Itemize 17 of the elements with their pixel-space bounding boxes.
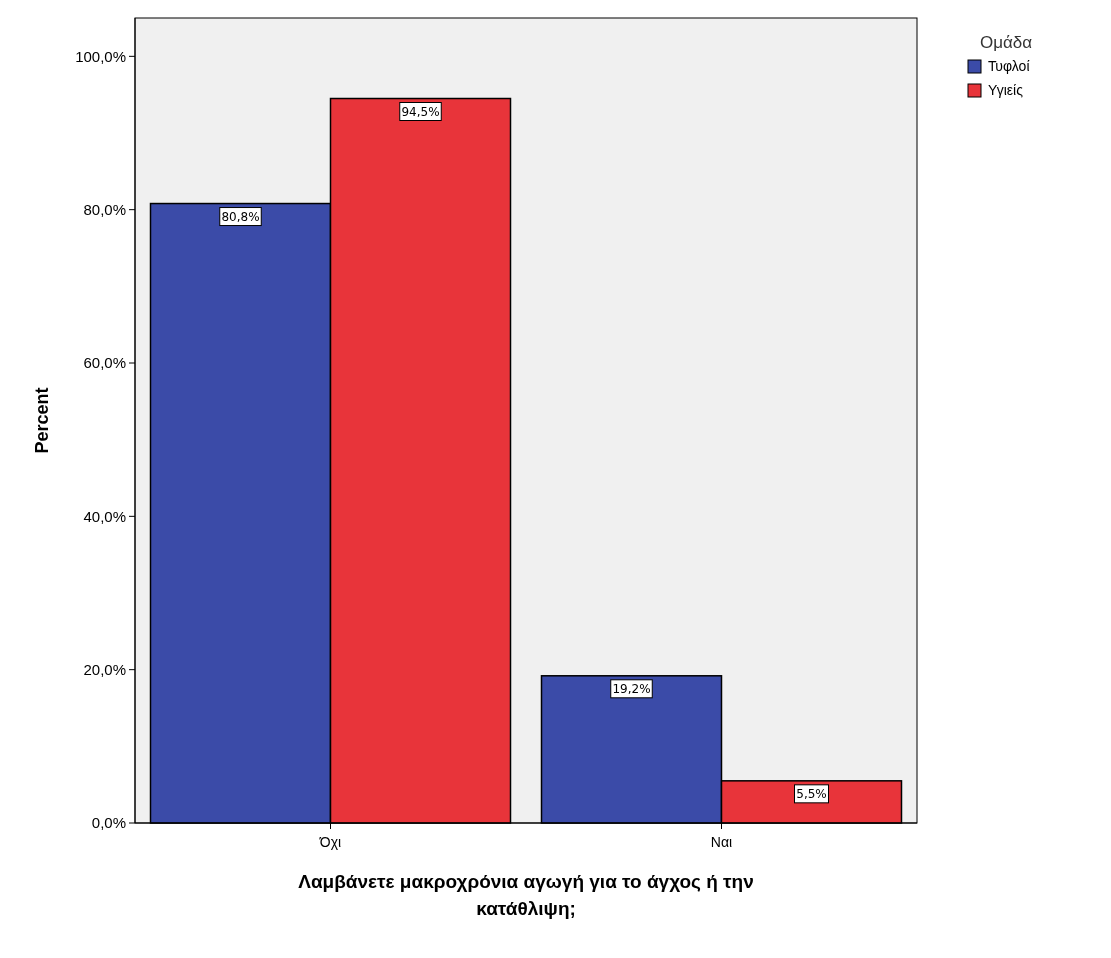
y-tick-label: 40,0% [83, 507, 126, 525]
x-tick-label: Ναι [710, 834, 733, 850]
data-label: 5,5% [796, 787, 827, 802]
legend-label: Τυφλοί [988, 58, 1030, 74]
data-label: 80,8% [221, 210, 260, 225]
y-tick-label: 0,0% [91, 814, 126, 832]
data-label: 19,2% [612, 682, 651, 697]
legend-label: Υγιείς [988, 82, 1024, 98]
legend-title: Ομάδα [980, 33, 1033, 52]
y-tick-label: 60,0% [83, 354, 126, 372]
x-tick-label: Όχι [318, 834, 342, 850]
y-tick-label: 100,0% [75, 47, 126, 65]
y-tick-label: 20,0% [83, 660, 126, 678]
y-axis-title: Percent [32, 387, 52, 454]
x-axis-title: Λαμβάνετε μακροχρόνια αγωγή για το άγχος ή την κατάθλιψη; [298, 871, 754, 919]
data-label: 94,5% [401, 105, 440, 119]
y-tick-label: 80,0% [83, 200, 126, 218]
